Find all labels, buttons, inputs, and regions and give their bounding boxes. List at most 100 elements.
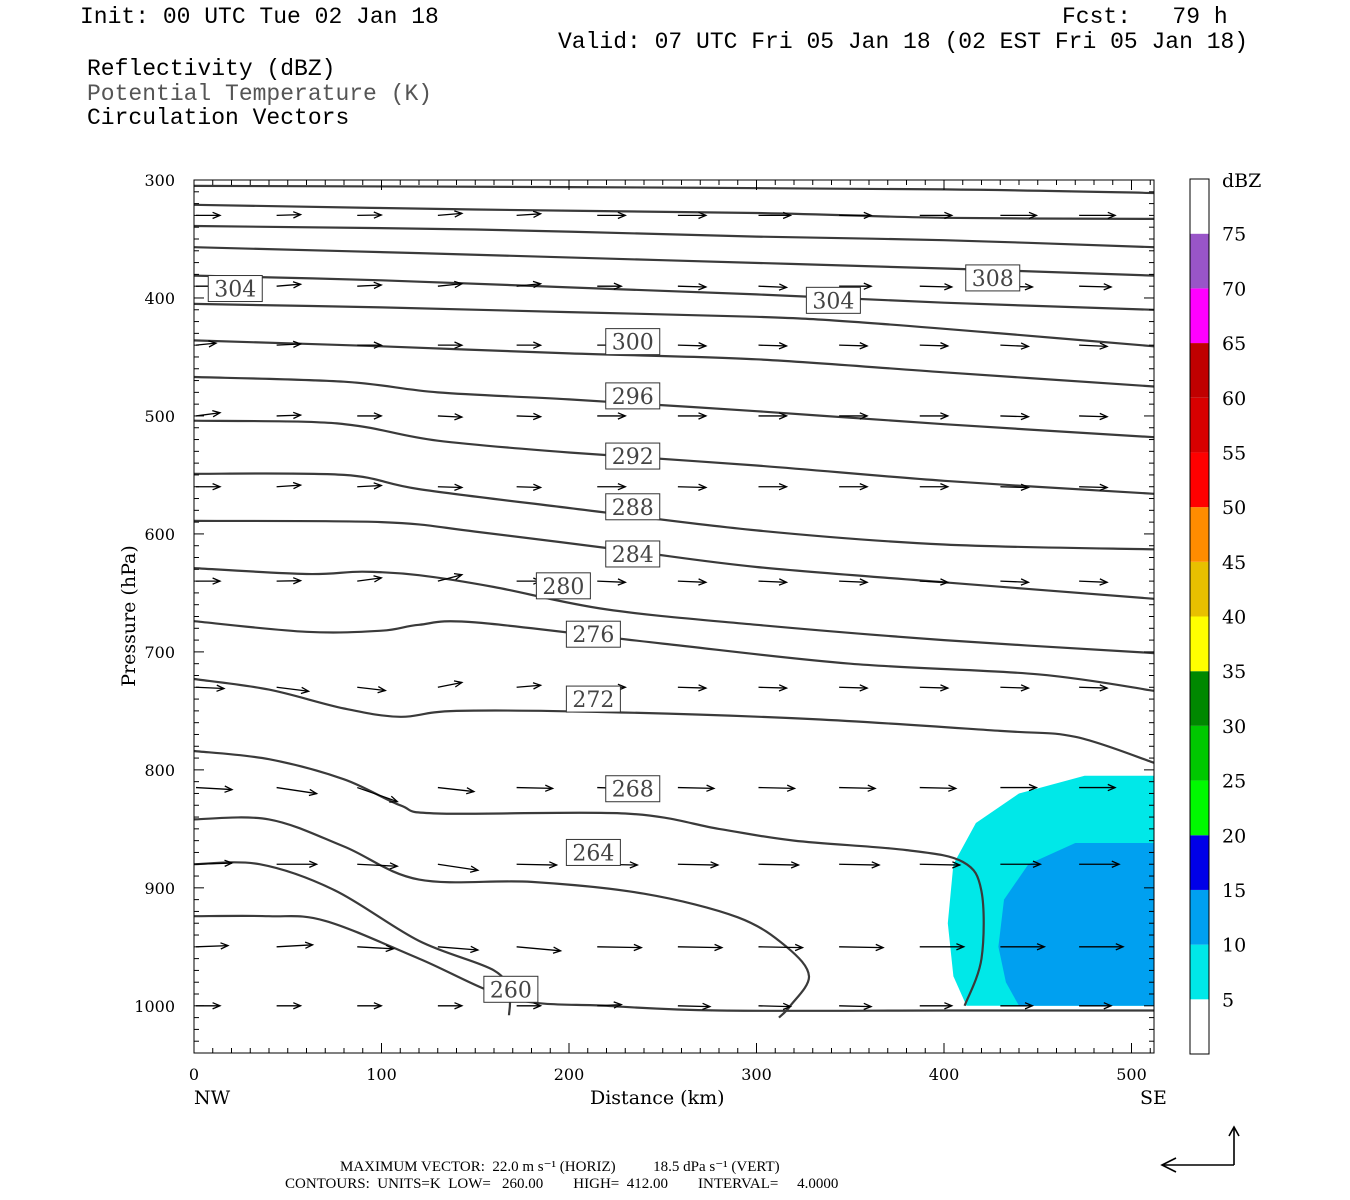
forecast-hour-label: Fcst: 79 h [1062,4,1228,30]
circulation-vector [758,861,801,869]
colorbar-title: dBZ [1222,170,1261,192]
theta-contour-292 [193,419,1155,495]
circulation-vector [597,578,627,586]
colorbar-bin [1190,999,1209,1054]
svg-text:276: 276 [572,623,614,648]
circulation-vector [758,283,789,291]
colorbar-tick-label: 40 [1222,607,1246,629]
colorbar-bin [1190,616,1209,672]
svg-text:284: 284 [612,543,654,568]
y-tick-label: 800 [144,761,175,780]
svg-text:288: 288 [612,496,654,521]
colorbar-tick-label: 65 [1222,333,1246,355]
reference-vector-icon [1160,1125,1240,1173]
circulation-vector [758,578,789,586]
circulation-vector [357,281,383,290]
colorbar-bin [1190,561,1209,617]
circulation-vector [758,342,789,350]
colorbar-tick-label: 20 [1222,825,1246,847]
colorbar-tick-label: 30 [1222,716,1246,738]
theta-contour-304 [193,274,1155,311]
theta-contour-276 [193,620,1155,692]
circulation-vector [1079,283,1113,291]
circulation-vector [758,784,797,792]
circulation-vector [1079,412,1109,421]
colorbar-bin [1190,725,1209,781]
circulation-vector [839,282,873,290]
y-tick-label: 600 [144,525,175,544]
contour-label: 280 [535,572,591,600]
circulation-vector [1079,1002,1113,1010]
circulation-vector [357,575,383,583]
circulation-vector [1079,342,1109,350]
colorbar-tick-label: 5 [1222,989,1234,1011]
circulation-vector [758,684,789,692]
circulation-vector [516,210,543,218]
circulation-vector [1079,483,1109,492]
svg-text:280: 280 [542,575,584,600]
colorbar-bin [1190,288,1209,344]
x-end-label-left: NW [194,1087,231,1109]
colorbar-tick-label: 45 [1222,552,1246,574]
init-time-label: Init: 00 UTC Tue 02 Jan 18 [80,4,439,30]
circulation-vector [437,210,464,218]
circulation-vector [597,483,627,491]
contour-label: 304 [207,275,263,303]
x-tick-label: 100 [366,1065,397,1084]
circulation-vector [919,412,950,420]
circulation-vector [597,282,623,290]
colorbar-bin [1190,179,1209,234]
theta-contour-284 [193,519,1155,600]
circulation-vector [919,211,954,220]
circulation-vector [437,341,464,349]
reflectivity-area-10 [998,843,1154,1006]
circulation-vector [1000,1002,1035,1010]
x-tick-label: 0 [189,1065,199,1084]
circulation-vector [1000,684,1031,692]
y-tick-label: 400 [144,289,175,308]
field-label-vectors: Circulation Vectors [87,105,350,131]
circulation-vector [1000,783,1039,792]
circulation-vector [839,1002,873,1011]
circulation-vector [839,483,869,491]
x-tick-label: 500 [1116,1065,1147,1084]
circulation-vector [677,861,720,869]
circulation-vector [919,342,950,350]
theta-contour-264 [193,816,811,1019]
circulation-vector [1000,483,1031,492]
colorbar-bin [1190,889,1209,945]
colorbar-tick-label: 60 [1222,388,1246,410]
circulation-vector [1079,860,1121,868]
colorbar-tick-label: 15 [1222,880,1246,902]
theta-contour-296 [193,375,1155,439]
svg-text:296: 296 [612,385,654,410]
circulation-vector [677,784,716,792]
circulation-vector [758,412,789,420]
circulation-vector [516,483,543,492]
contour-label: 288 [605,493,661,521]
contour-label: 276 [565,620,621,648]
circulation-vector [839,784,877,792]
y-tick-label: 300 [144,171,175,190]
theta-contour-262 [193,861,512,1016]
theta-contour-288 [193,472,1155,551]
circulation-vector [919,943,966,951]
circulation-vector [597,211,627,220]
circulation-vector [919,1002,954,1010]
circulation-vector [195,409,222,418]
contour-label: 284 [605,540,661,568]
circulation-vector [437,572,464,582]
circulation-vector [677,1002,712,1011]
circulation-vector [276,577,303,585]
reflectivity-shading [947,775,1154,1006]
circulation-vector [357,862,399,870]
circulation-vector [1079,578,1109,586]
svg-text:292: 292 [612,445,654,470]
circulation-vector [516,784,555,792]
circulation-vector [276,340,303,348]
circulation-vector [839,412,869,420]
circulation-vector [1000,943,1047,951]
circulation-vector [195,684,226,692]
theta-contour-272 [193,677,1155,764]
colorbar-bin [1190,233,1209,289]
